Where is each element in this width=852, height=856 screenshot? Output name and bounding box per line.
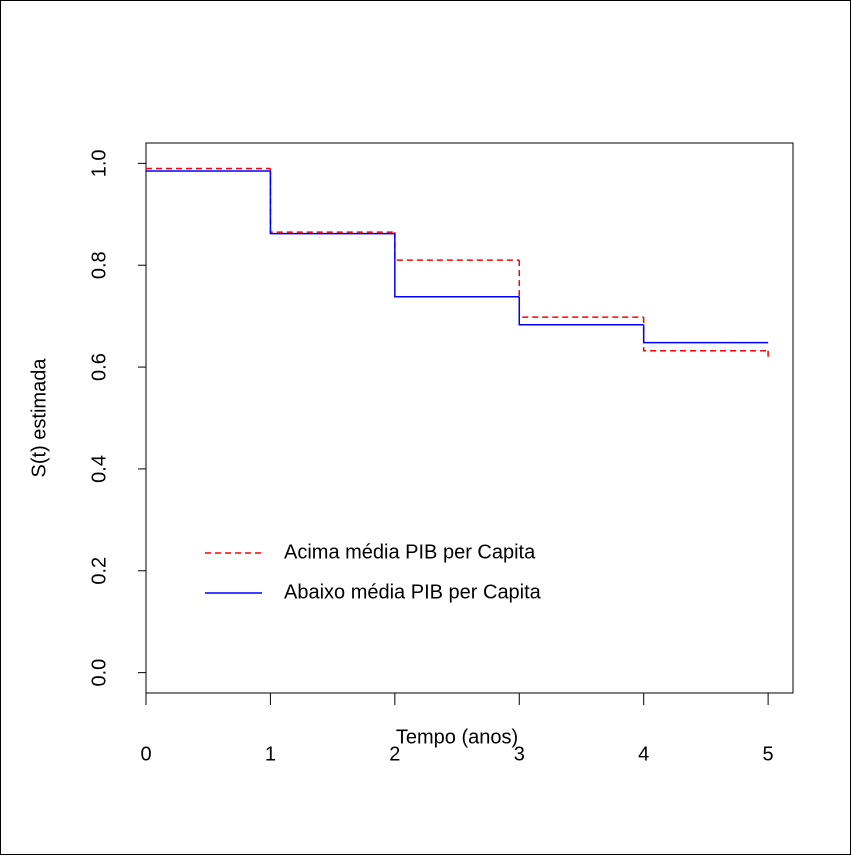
y-tick-label: 0.8 [88,251,110,279]
x-axis-label: Tempo (anos) [396,726,518,748]
x-tick-label: 0 [140,743,151,765]
x-tick-label: 5 [763,743,774,765]
y-tick-label: 0.2 [88,557,110,585]
survival-step [642,324,769,344]
x-tick-label: 3 [514,743,525,765]
survival-step [394,232,520,261]
survival-step [394,233,520,298]
x-tick-label: 4 [638,743,649,765]
y-tick-label: 0.4 [88,455,110,483]
y-tick-label: 1.0 [88,149,110,177]
x-tick-label: 1 [265,743,276,765]
plot-box [145,142,794,694]
y-tick-label: 0.0 [88,659,110,687]
x-tick-label: 2 [389,743,400,765]
y-axis-label: S(t) estimada [28,358,50,478]
survival-step [518,296,644,326]
legend-label: Abaixo média PIB per Capita [284,581,542,603]
y-tick-label: 0.6 [88,353,110,381]
survival-step [269,171,395,235]
legend-label: Acima média PIB per Capita [284,541,536,563]
